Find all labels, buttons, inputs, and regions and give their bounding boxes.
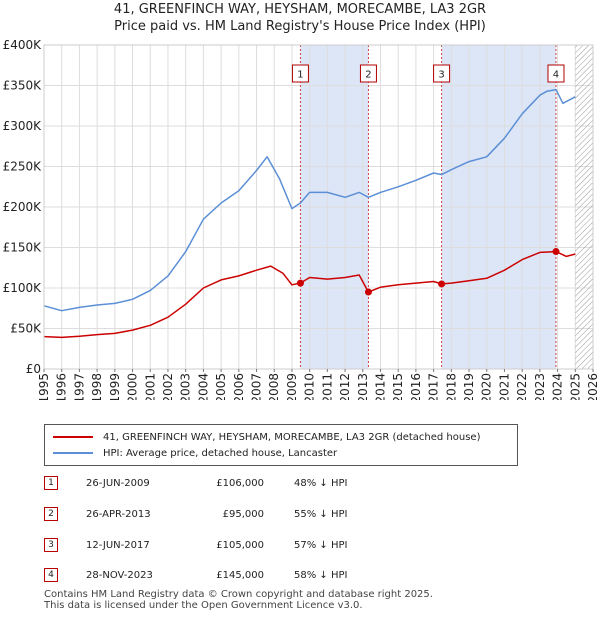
x-tick-label: 2021 — [497, 373, 511, 400]
x-tick-label: 2012 — [338, 373, 352, 400]
x-tick-label: 1997 — [72, 373, 86, 400]
x-tick-label: 2020 — [480, 373, 494, 400]
x-tick-label: 2017 — [427, 373, 441, 400]
transaction-chart-marker: 1 — [291, 64, 309, 83]
x-tick-label: 2003 — [179, 373, 193, 400]
x-tick-label: 2015 — [391, 373, 405, 400]
transaction-point — [364, 288, 372, 296]
y-tick-label: £350K — [3, 79, 43, 93]
transaction-marker-box — [433, 64, 451, 83]
legend-item-hpi: HPI: Average price, detached house, Lanc… — [53, 446, 337, 460]
transaction-row: 4 28-NOV-2023 £145,000 58% ↓ HPI — [44, 566, 347, 584]
x-tick-label: 2000 — [126, 373, 140, 400]
series-line-hpi — [43, 88, 576, 312]
legend: 41, GREENFINCH WAY, HEYSHAM, MORECAMBE, … — [44, 424, 518, 466]
transaction-hpi: 58% ↓ HPI — [294, 569, 348, 581]
series-line-property — [43, 250, 576, 339]
x-tick-label: 1999 — [108, 373, 122, 400]
x-tick-label: 2004 — [196, 373, 210, 400]
transaction-price: £145,000 — [216, 569, 264, 581]
x-tick-label: 2013 — [356, 373, 370, 400]
x-tick-label: 1996 — [55, 373, 69, 400]
x-tick-label: 2007 — [250, 373, 264, 400]
transaction-marker-label: 4 — [553, 70, 559, 81]
transaction-date: 26-JUN-2009 — [86, 477, 150, 489]
transaction-marker: 1 — [44, 476, 58, 490]
x-tick-label: 2023 — [533, 373, 547, 400]
y-tick-label: £250K — [3, 160, 43, 174]
y-tick-label: £200K — [3, 200, 43, 214]
legend-swatch-hpi — [53, 452, 93, 454]
transaction-marker-label: 2 — [365, 70, 371, 81]
transaction-date: 12-JUN-2017 — [86, 539, 150, 551]
x-tick-label: 2005 — [214, 373, 228, 400]
forecast-hatch — [575, 45, 593, 369]
x-tick-label: 2018 — [444, 373, 458, 400]
footer: Contains HM Land Registry data © Crown c… — [44, 589, 433, 611]
x-tick-label: 2025 — [568, 373, 582, 400]
plot-frame — [43, 44, 594, 370]
footer-license: This data is licensed under the Open Gov… — [44, 600, 363, 611]
transaction-price: £95,000 — [222, 508, 264, 520]
x-tick-label: 2010 — [303, 373, 317, 400]
x-tick-label: 2006 — [232, 373, 246, 400]
x-tick-label: 1995 — [37, 373, 51, 400]
chart-subtitle: Price paid vs. HM Land Registry's House … — [114, 19, 486, 34]
transaction-hpi: 55% ↓ HPI — [294, 508, 348, 520]
y-tick-label: £0 — [26, 362, 41, 376]
transaction-point — [552, 248, 560, 256]
x-tick-label: 2016 — [409, 373, 423, 400]
transaction-row: 2 26-APR-2013 £95,000 55% ↓ HPI — [44, 505, 347, 523]
transaction-point — [438, 280, 446, 288]
transaction-marker: 4 — [44, 568, 58, 582]
x-tick-label: 2008 — [267, 373, 281, 400]
legend-item-property: 41, GREENFINCH WAY, HEYSHAM, MORECAMBE, … — [53, 430, 480, 444]
transaction-chart-marker: 4 — [547, 64, 565, 83]
transaction-date: 26-APR-2013 — [86, 508, 151, 520]
x-tick-label: 2001 — [143, 373, 157, 400]
x-tick-label: 2024 — [551, 373, 565, 400]
x-tick-label: 2026 — [586, 373, 600, 400]
transaction-marker: 3 — [44, 538, 58, 552]
x-tick-label: 2022 — [515, 373, 529, 400]
x-tick-label: 2002 — [161, 373, 175, 400]
transaction-price: £105,000 — [216, 539, 264, 551]
transaction-chart-marker: 3 — [433, 64, 451, 83]
transaction-chart-marker: 2 — [359, 64, 377, 83]
legend-swatch-property — [53, 436, 93, 438]
chart-title: 41, GREENFINCH WAY, HEYSHAM, MORECAMBE, … — [113, 2, 487, 17]
legend-label-property: 41, GREENFINCH WAY, HEYSHAM, MORECAMBE, … — [103, 431, 481, 443]
transaction-row: 1 26-JUN-2009 £106,000 48% ↓ HPI — [44, 474, 347, 492]
transaction-price: £106,000 — [216, 477, 264, 489]
legend-label-hpi: HPI: Average price, detached house, Lanc… — [103, 447, 338, 459]
transaction-marker-label: 3 — [438, 70, 444, 81]
transaction-point — [296, 279, 304, 287]
y-tick-label: £300K — [3, 119, 43, 133]
y-tick-label: £150K — [3, 241, 43, 255]
transaction-marker-label: 1 — [297, 70, 303, 81]
y-tick-label: £400K — [3, 38, 43, 52]
transaction-marker: 2 — [44, 507, 58, 521]
y-tick-label: £100K — [3, 281, 43, 295]
transaction-hpi: 48% ↓ HPI — [294, 477, 348, 489]
x-tick-label: 2011 — [320, 373, 334, 400]
transaction-hpi: 57% ↓ HPI — [294, 539, 348, 551]
x-tick-label: 1998 — [90, 373, 104, 400]
y-tick-label: £50K — [10, 322, 42, 336]
footer-copyright: Contains HM Land Registry data © Crown c… — [44, 589, 433, 600]
transaction-marker-box — [547, 64, 565, 83]
x-tick-label: 2009 — [285, 373, 299, 400]
transaction-row: 3 12-JUN-2017 £105,000 57% ↓ HPI — [44, 536, 347, 554]
transaction-marker-box — [291, 64, 309, 83]
transaction-date: 28-NOV-2023 — [86, 569, 153, 581]
x-tick-label: 2014 — [373, 373, 387, 400]
price-chart: 1 2 3 4 £0 £50K £100K £150K £200K £250K £300K £350… — [3, 38, 600, 400]
transaction-marker-box — [359, 64, 377, 83]
x-tick-label: 2019 — [462, 373, 476, 400]
